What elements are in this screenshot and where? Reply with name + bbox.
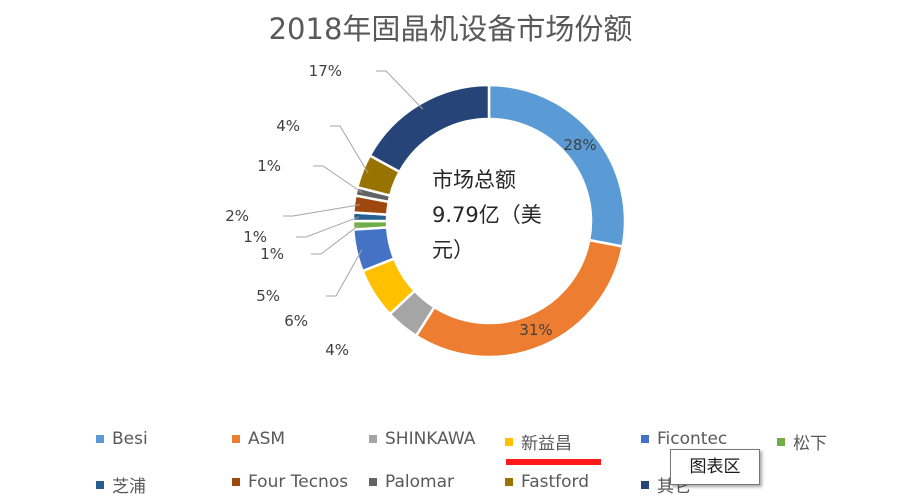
- legend-label: Palomar: [385, 472, 454, 492]
- legend-swatch: [232, 435, 240, 443]
- legend-item-besi[interactable]: Besi: [96, 429, 148, 449]
- highlight-underline: [506, 459, 601, 465]
- legend-swatch: [505, 437, 513, 446]
- legend-label: ASM: [248, 429, 286, 449]
- center-label-line3: 元）: [432, 238, 474, 262]
- data-label-shinkawa: 4%: [325, 341, 349, 359]
- legend-label: 新益昌: [521, 434, 572, 454]
- legend-label: Four Tecnos: [248, 472, 349, 492]
- legend-swatch: [641, 480, 649, 489]
- legend-item-fastford[interactable]: Fastford: [505, 472, 589, 492]
- data-label-item-3: 6%: [284, 312, 308, 330]
- legend-label: SHINKAWA: [385, 429, 476, 449]
- data-label-besi: 28%: [563, 136, 596, 154]
- slice-item-10[interactable]: [368, 83, 491, 174]
- data-label-fastford: 4%: [276, 117, 300, 135]
- legend-label: 松下: [793, 434, 827, 454]
- legend-item-asm[interactable]: ASM: [232, 429, 285, 449]
- chart-area-tooltip: 图表区: [670, 449, 760, 485]
- legend-item-ficontec[interactable]: Ficontec: [641, 429, 727, 449]
- leader-line-ficontec: [326, 249, 363, 297]
- legend-swatch: [369, 435, 377, 443]
- data-label-item-10: 17%: [309, 62, 342, 80]
- legend-swatch: [96, 435, 104, 443]
- leader-line-four-tecnos: [283, 204, 361, 217]
- legend-item-item-5[interactable]: 松下: [777, 429, 827, 454]
- legend-swatch: [641, 435, 649, 443]
- legend-swatch: [505, 478, 513, 486]
- chart-title: 2018年固晶机设备市场份额: [268, 12, 633, 46]
- center-label-line2: 9.79亿（美: [432, 203, 542, 227]
- legend-swatch: [96, 480, 104, 489]
- legend-item-shinkawa[interactable]: SHINKAWA: [369, 429, 475, 449]
- leader-line-item-10: [376, 70, 424, 110]
- legend-label: Fastford: [521, 472, 590, 492]
- leader-line-item-6: [296, 216, 360, 238]
- legend-item-item-3[interactable]: 新益昌: [505, 429, 572, 454]
- legend-label: Besi: [112, 429, 148, 449]
- data-label-item-6: 1%: [243, 228, 267, 246]
- data-label-palomar: 1%: [257, 157, 281, 175]
- center-label-line1: 市场总额: [432, 168, 516, 192]
- legend-item-palomar[interactable]: Palomar: [369, 472, 454, 492]
- legend-swatch: [369, 478, 377, 486]
- data-label-item-5: 1%: [260, 245, 284, 263]
- legend-item-four-tecnos[interactable]: Four Tecnos: [232, 472, 348, 492]
- data-label-four-tecnos: 2%: [225, 207, 249, 225]
- leader-line-item-5: [311, 224, 360, 255]
- legend-label: Ficontec: [657, 429, 728, 449]
- leader-line-fastford: [330, 125, 369, 174]
- data-label-ficontec: 5%: [256, 287, 280, 305]
- legend-swatch: [232, 478, 240, 486]
- data-label-asm: 31%: [519, 321, 552, 339]
- legend-label: 芝浦: [112, 477, 146, 497]
- legend-item-item-6[interactable]: 芝浦: [96, 472, 146, 497]
- leader-line-palomar: [313, 165, 363, 194]
- legend-swatch: [777, 437, 785, 446]
